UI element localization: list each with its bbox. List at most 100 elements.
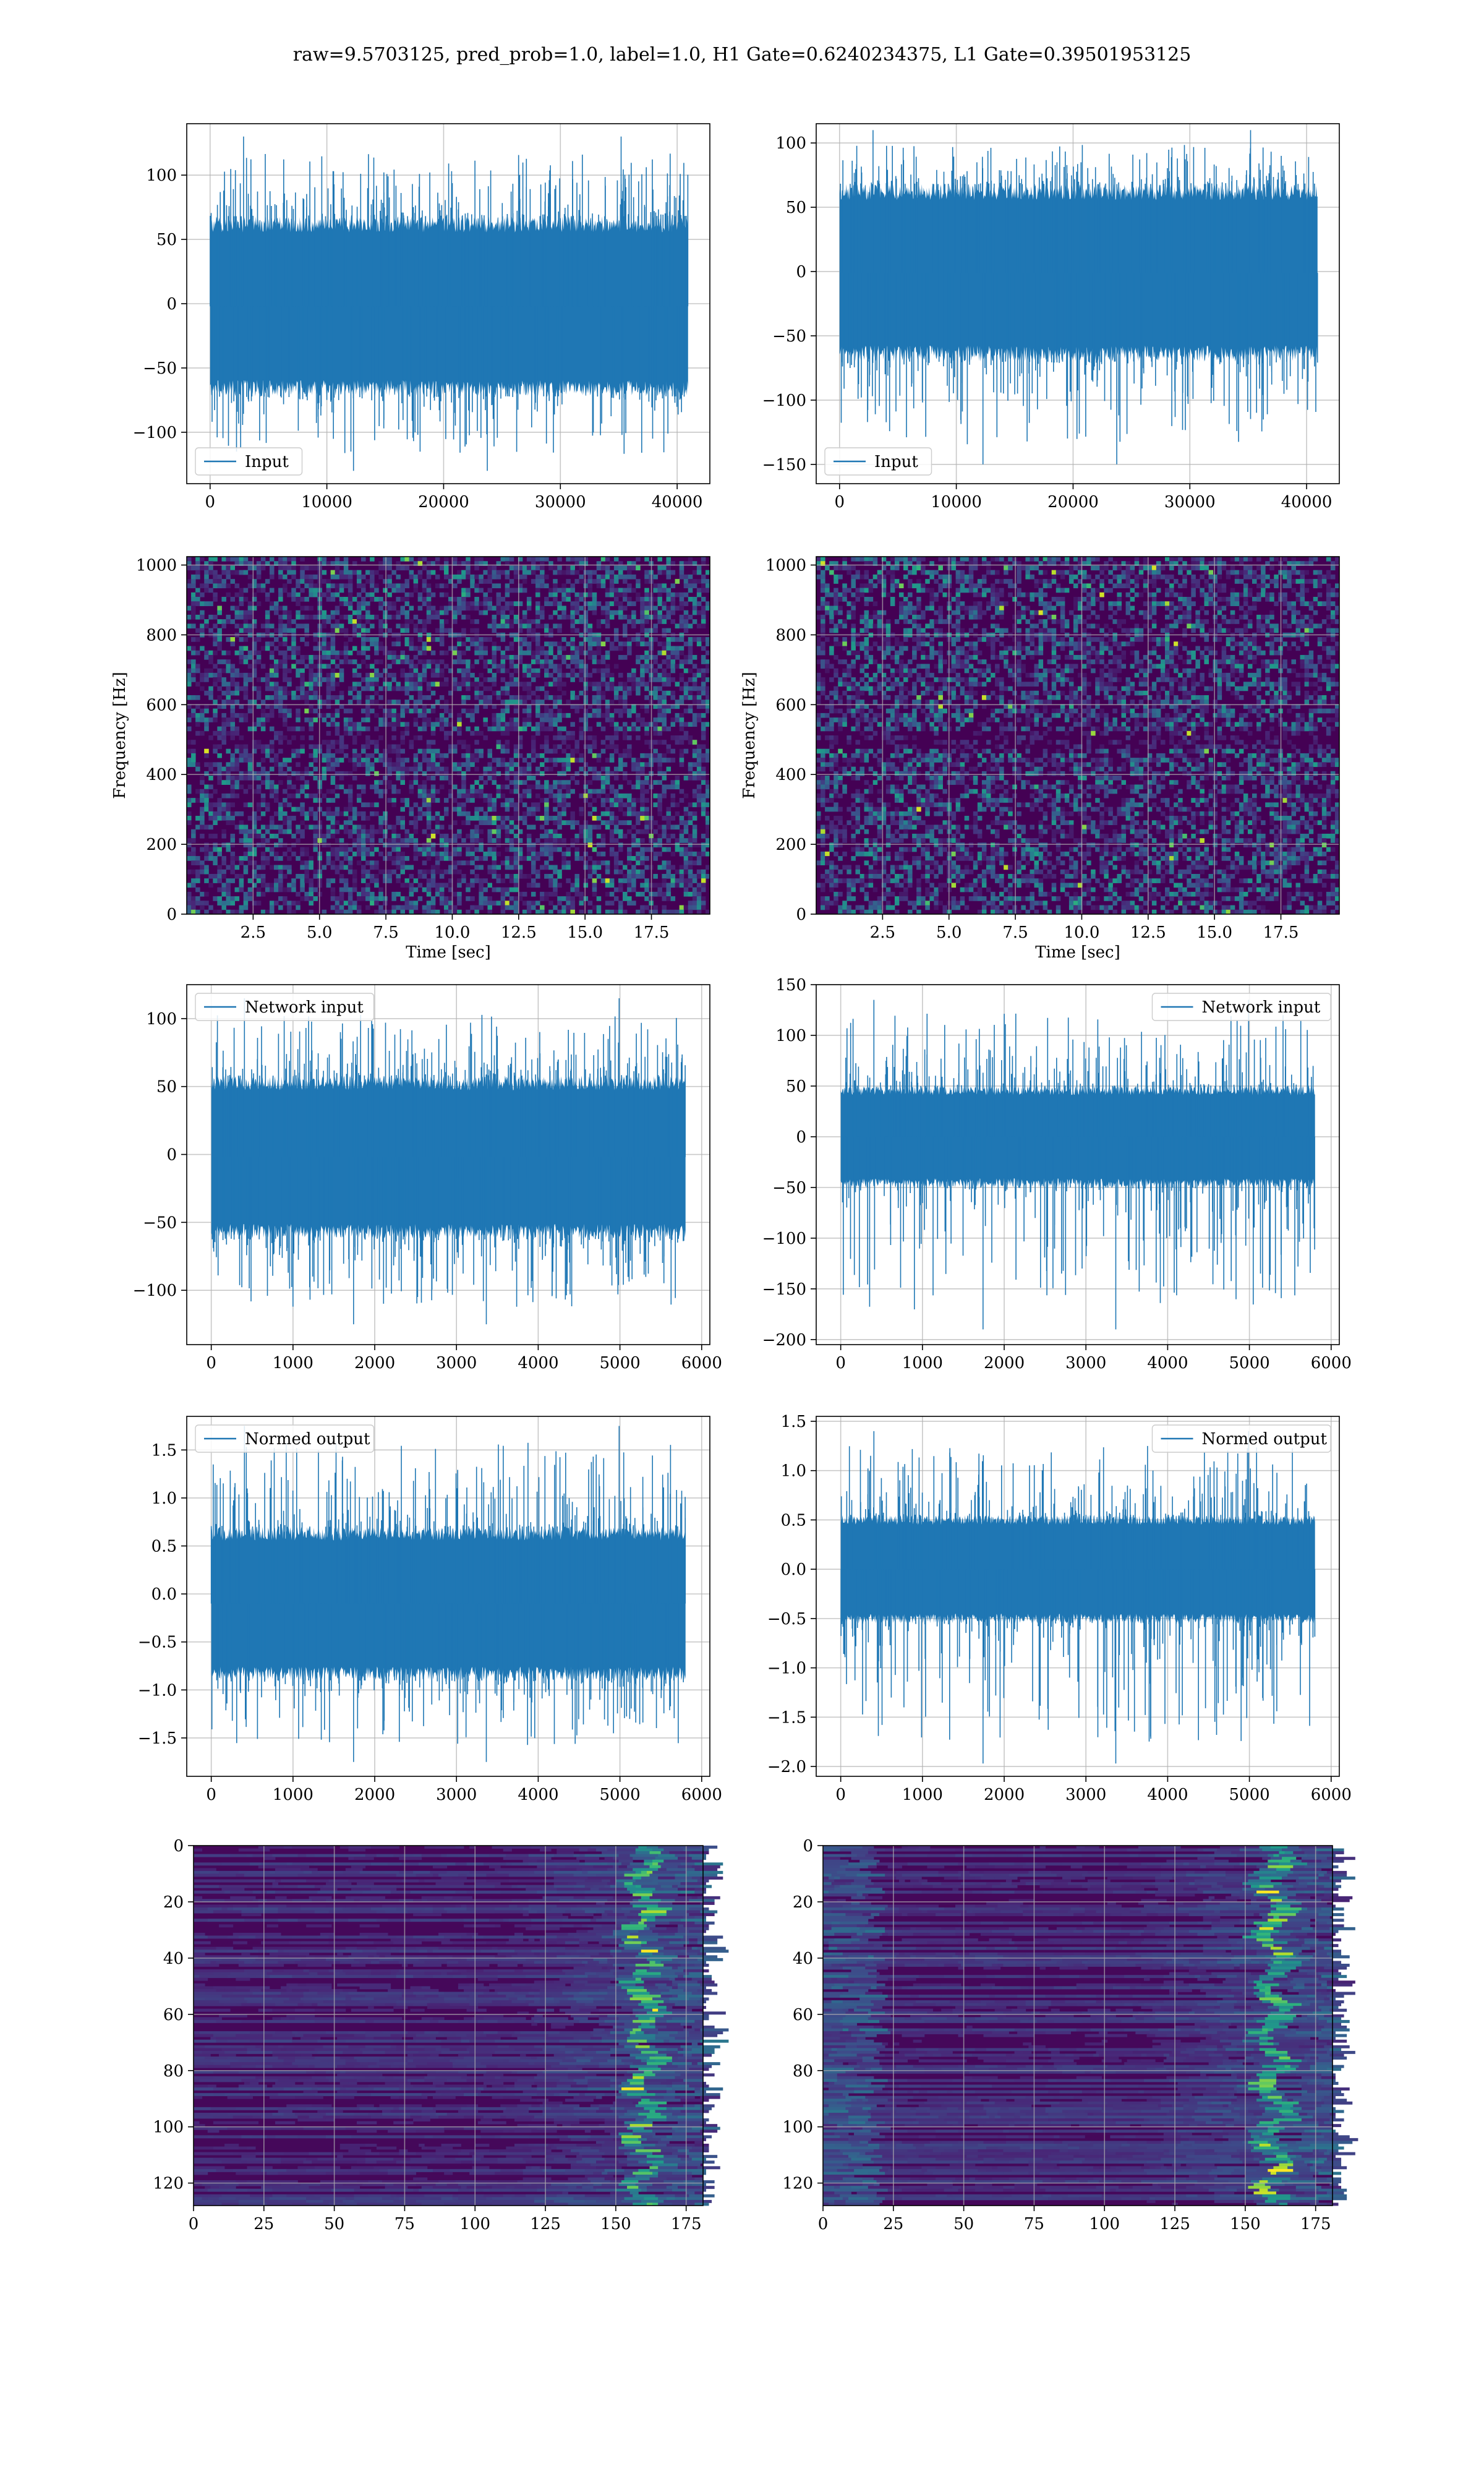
heatmap-cell <box>526 557 532 562</box>
heatmap-cell <box>561 896 566 901</box>
heatmap-cell <box>200 583 205 589</box>
heatmap-cell <box>587 601 593 606</box>
heatmap-cell <box>361 847 366 852</box>
heatmap-cell <box>531 811 536 816</box>
heatmap-cell <box>544 811 549 816</box>
heatmap-cell <box>553 820 558 825</box>
heatmap-cell <box>309 744 313 750</box>
heatmap-cell <box>544 557 549 562</box>
heatmap-cell <box>474 793 479 798</box>
heatmap-cell <box>278 865 283 870</box>
heatmap-cell <box>662 700 667 704</box>
heatmap-cell <box>596 668 602 674</box>
heatmap-cell <box>217 847 222 852</box>
heatmap-cell <box>631 610 636 615</box>
heatmap-cell <box>213 730 218 736</box>
heatmap-cell <box>339 838 344 843</box>
heatmap-cell <box>487 829 492 834</box>
heatmap-cell <box>387 758 392 763</box>
heatmap-cell <box>396 565 401 571</box>
heatmap-cell <box>361 838 366 843</box>
heatmap-cell <box>618 802 623 808</box>
heatmap-cell <box>335 807 340 812</box>
heatmap-cell <box>422 659 427 664</box>
heatmap-cell <box>496 873 501 879</box>
heatmap-cell <box>291 695 296 700</box>
heatmap-cell <box>492 776 497 781</box>
heatmap-cell <box>540 561 545 566</box>
heatmap-cell <box>574 646 579 651</box>
heatmap-cell <box>391 722 396 727</box>
heatmap-cell <box>387 780 392 785</box>
heatmap-cell <box>339 561 344 566</box>
heatmap-cell <box>443 592 449 597</box>
heatmap-cell <box>221 856 226 861</box>
heatmap-cell <box>579 565 584 571</box>
heatmap-cell <box>623 565 628 571</box>
heatmap-cell <box>352 561 357 566</box>
heatmap-cell <box>370 708 375 714</box>
heatmap-cell <box>234 784 240 790</box>
heatmap-cell <box>609 789 615 794</box>
heatmap-cell <box>574 659 579 664</box>
heatmap-cell <box>531 847 536 852</box>
heatmap-cell <box>696 623 702 629</box>
heatmap-cell <box>544 704 549 709</box>
heatmap-cell <box>300 588 305 593</box>
heatmap-cell <box>187 682 192 687</box>
heatmap-cell <box>243 690 249 696</box>
heatmap-cell <box>396 597 401 602</box>
heatmap-cell <box>526 650 532 656</box>
heatmap-cell <box>631 842 636 848</box>
heatmap-cell <box>400 583 405 589</box>
heatmap-cell <box>683 883 689 888</box>
heatmap-cell <box>692 793 697 798</box>
heatmap-cell <box>391 842 396 848</box>
heatmap-cell <box>474 637 479 642</box>
heatmap-cell <box>365 601 370 606</box>
heatmap-cell <box>474 641 479 646</box>
heatmap-cell <box>391 798 396 803</box>
heatmap-cell <box>461 570 466 575</box>
heatmap-cell <box>265 561 270 566</box>
heatmap-cell <box>409 557 414 562</box>
heatmap-cell <box>326 583 331 589</box>
heatmap-cell <box>443 847 449 852</box>
heatmap-cell <box>553 869 558 875</box>
heatmap-cell <box>688 735 693 740</box>
heatmap-cell <box>705 793 710 798</box>
heatmap-cell <box>413 623 419 629</box>
heatmap-cell <box>426 766 432 772</box>
heatmap-cell <box>309 588 313 593</box>
heatmap-cell <box>613 789 619 794</box>
heatmap-cell <box>553 695 558 700</box>
heatmap-cell <box>195 574 200 580</box>
heatmap-cell <box>487 606 492 611</box>
heatmap-cell <box>653 574 658 580</box>
heatmap-cell <box>448 628 453 633</box>
heatmap-cell <box>483 637 488 642</box>
heatmap-cell <box>278 730 283 736</box>
heatmap-cell <box>352 869 357 875</box>
heatmap-cell <box>226 619 231 624</box>
heatmap-cell <box>613 771 619 776</box>
heatmap-cell <box>701 851 706 857</box>
heatmap-cell <box>509 824 514 830</box>
heatmap-cell <box>400 758 405 763</box>
heatmap-cell <box>631 824 636 830</box>
heatmap-cell <box>443 664 449 669</box>
heatmap-cell <box>522 565 527 571</box>
heatmap-cell <box>479 561 484 566</box>
heatmap-cell <box>544 682 549 687</box>
heatmap-cell <box>583 664 589 669</box>
heatmap-cell <box>274 856 279 861</box>
heatmap-cell <box>496 597 501 602</box>
heatmap-cell <box>627 878 632 883</box>
heatmap-cell <box>234 614 240 620</box>
heatmap-cell <box>653 597 658 602</box>
heatmap-cell <box>683 847 689 852</box>
heatmap-cell <box>557 726 562 732</box>
heatmap-cell <box>439 873 445 879</box>
heatmap-cell <box>300 557 305 562</box>
heatmap-cell <box>596 695 602 700</box>
